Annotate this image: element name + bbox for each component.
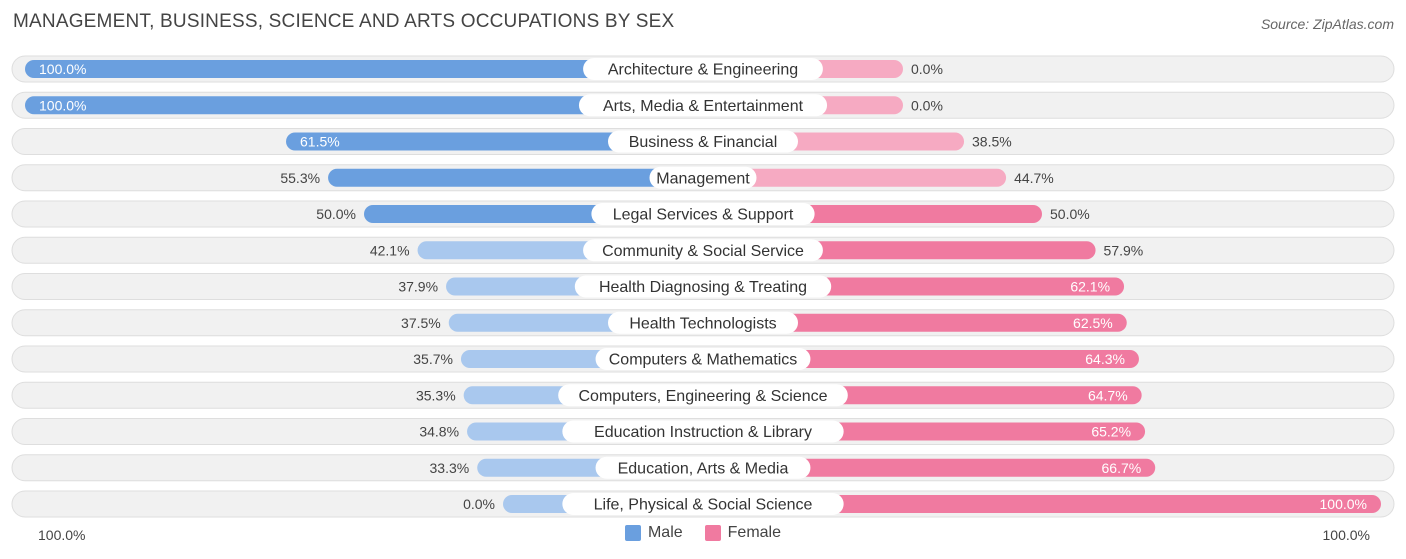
category-label: Legal Services & Support <box>613 207 794 224</box>
female-value-label: 64.3% <box>1085 351 1125 367</box>
male-bar <box>25 96 703 115</box>
female-bar <box>703 458 1156 477</box>
source-label: Source: ZipAtlas.com <box>1260 16 1394 32</box>
male-swatch <box>624 525 641 541</box>
legend-male-label: Male <box>647 524 683 541</box>
female-value-label: 57.9% <box>1104 242 1144 258</box>
male-value-label: 0.0% <box>463 496 495 512</box>
male-value-label: 34.8% <box>419 424 459 440</box>
male-value-label: 35.3% <box>416 387 456 403</box>
bar-row: 50.0% 50.0% Legal Services & Support <box>11 200 1395 228</box>
category-pill <box>583 58 823 80</box>
female-value-label: 0.0% <box>911 97 943 113</box>
legend-item-female: Female <box>704 524 782 542</box>
female-value-label: 66.7% <box>1102 460 1142 476</box>
male-bar <box>25 60 703 78</box>
female-value-label: 64.7% <box>1088 387 1128 403</box>
category-label: Education Instruction & Library <box>594 424 812 441</box>
female-bar <box>703 350 1139 368</box>
female-value-label: 65.2% <box>1091 424 1131 440</box>
male-value-label: 50.0% <box>316 206 356 222</box>
category-label: Business & Financial <box>629 134 778 151</box>
bar-row: 37.5% 62.5% Health Technologists <box>11 309 1395 337</box>
category-label: Management <box>656 170 750 187</box>
chart-title: MANAGEMENT, BUSINESS, SCIENCE AND ARTS O… <box>13 11 675 32</box>
category-label: Education, Arts & Media <box>618 460 789 477</box>
bar-row: 37.9% 62.1% Health Diagnosing & Treating <box>11 273 1395 300</box>
female-bar <box>703 495 1381 513</box>
bar-row: 42.1% 57.9% Community & Social Service <box>11 236 1395 264</box>
category-pill <box>649 166 757 189</box>
category-pill <box>562 420 844 443</box>
category-pill <box>591 203 815 225</box>
category-label: Computers, Engineering & Science <box>578 388 827 405</box>
bar-row: 100.0% 0.0% Architecture & Engineering <box>11 55 1395 83</box>
male-value-label: 55.3% <box>280 170 320 186</box>
bar-row: 61.5% 38.5% Business & Financial <box>11 128 1395 155</box>
male-value-label: 42.1% <box>370 242 410 258</box>
bar-row: 35.3% 64.7% Computers, Engineering & Scien… <box>11 381 1395 409</box>
legend-female-label: Female <box>727 524 782 541</box>
male-value-label: 37.5% <box>401 315 441 331</box>
male-value-label: 61.5% <box>300 134 340 150</box>
category-label: Computers & Mathematics <box>609 352 798 369</box>
category-label: Life, Physical & Social Science <box>594 497 813 514</box>
female-value-label: 100.0% <box>1320 496 1367 512</box>
axis-right-label: 100.0% <box>1322 527 1370 543</box>
female-value-label: 62.5% <box>1073 315 1113 331</box>
female-bar <box>703 313 1127 332</box>
category-label: Health Technologists <box>629 315 776 332</box>
legend: Male Female <box>0 524 1406 542</box>
bar-row: 33.3% 66.7% Education, Arts & Media <box>11 454 1395 482</box>
bar-row: 34.8% 65.2% Education Instruction & Librar… <box>11 418 1395 445</box>
category-pill <box>558 384 848 407</box>
category-pill <box>595 348 811 370</box>
category-pill <box>608 311 798 334</box>
category-label: Arts, Media & Entertainment <box>603 98 804 115</box>
category-label: Community & Social Service <box>602 243 804 260</box>
male-value-label: 35.7% <box>413 351 453 367</box>
bar-row: 35.7% 64.3% Computers & Mathematics <box>11 345 1395 373</box>
category-pill <box>583 239 823 262</box>
male-bar <box>328 168 703 187</box>
bar-row: 0.0% 100.0% Life, Physical & Social Scienc… <box>11 490 1395 518</box>
male-value-label: 37.9% <box>398 279 438 295</box>
category-pill <box>574 275 832 298</box>
female-value-label: 44.7% <box>1014 170 1054 186</box>
legend-item-male: Male <box>624 524 683 542</box>
category-pill <box>578 94 828 117</box>
bar-row: 55.3% 44.7% Management <box>11 164 1395 192</box>
category-label: Architecture & Engineering <box>608 62 798 79</box>
female-value-label: 0.0% <box>911 61 943 77</box>
male-bar <box>286 132 703 151</box>
male-value-label: 100.0% <box>39 97 86 113</box>
female-bar <box>703 168 1007 187</box>
category-label: Health Diagnosing & Treating <box>599 279 807 296</box>
female-value-label: 50.0% <box>1050 206 1090 222</box>
male-value-label: 33.3% <box>430 460 470 476</box>
female-value-label: 62.1% <box>1070 279 1110 295</box>
bar-row: 100.0% 0.0% Arts, Media & Entertainment <box>11 91 1395 119</box>
category-pill <box>562 493 844 515</box>
category-pill <box>595 456 811 479</box>
female-swatch <box>704 525 721 541</box>
axis-left-label: 100.0% <box>38 527 86 543</box>
male-value-label: 100.0% <box>39 61 86 77</box>
female-value-label: 38.5% <box>972 134 1012 150</box>
category-pill <box>608 130 798 153</box>
